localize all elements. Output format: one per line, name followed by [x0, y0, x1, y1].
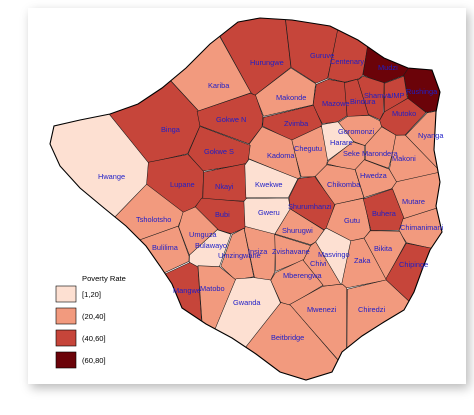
district-label-umzingwane: Umzingwane — [218, 251, 261, 260]
map-legend: Poverty Rate [1,20] (20,40] (40,60] (60,80] — [55, 274, 126, 369]
district-label-gokwe-s: Gokwe S — [204, 147, 234, 156]
district-label-mazowe: Mazowe — [322, 99, 350, 108]
district-label-bulawayo: Bulawayo — [195, 241, 227, 250]
district-label-beitbridge: Beitbridge — [271, 333, 304, 342]
legend-swatch-2 — [55, 307, 77, 325]
district-makonde — [254, 67, 316, 117]
district-label-matobo: Matobo — [200, 284, 225, 293]
district-label-mberengwa: Mberengwa — [283, 271, 323, 280]
district-label-centenary: Centenary — [330, 57, 364, 66]
district-label-shamva: Shamva — [364, 91, 392, 100]
district-label-insiza: Insiza — [248, 247, 268, 256]
district-label-hurungwe: Hurungwe — [250, 58, 284, 67]
district-label-kadoma: Kadoma — [267, 151, 295, 160]
district-label-zvimba: Zvimba — [284, 119, 309, 128]
legend-swatch-3 — [55, 329, 77, 347]
district-label-buhera: Buhera — [372, 209, 397, 218]
district-label-chipinge: Chipinge — [399, 260, 428, 269]
district-label-harare: Harare — [330, 138, 353, 147]
district-label-gwanda: Gwanda — [233, 298, 261, 307]
district-shamva — [357, 75, 385, 121]
district-label-chiredzi: Chiredzi — [358, 305, 385, 314]
legend-swatch-1 — [55, 285, 77, 303]
district-label-nkayi: Nkayi — [215, 182, 234, 191]
district-bikita — [363, 230, 407, 280]
district-label-nyanga: Nyanga — [418, 131, 444, 140]
district-label-gweru: Gweru — [258, 208, 280, 217]
district-label-bulilima: Bulilima — [152, 243, 179, 252]
district-label-mutare: Mutare — [402, 197, 425, 206]
district-label-marondera: Marondera — [362, 149, 399, 158]
district-label-bindura: Bindura — [350, 97, 376, 106]
district-label-hwange: Hwange — [98, 172, 125, 181]
district-label-gokwe-n: Gokwe N — [216, 115, 246, 124]
district-label-chimanimani: Chimanimani — [400, 223, 443, 232]
district-guruve — [284, 18, 343, 84]
legend-swatch-4 — [55, 351, 77, 369]
district-label-binga: Binga — [161, 125, 181, 134]
legend-label-4: (60,80] — [82, 356, 106, 365]
district-goromonzi — [337, 115, 383, 147]
district-kwekwe — [244, 158, 299, 199]
district-label-makoni: Makoni — [392, 154, 416, 163]
district-label-gutu: Gutu — [344, 216, 360, 225]
district-label-goromonzi: Goromonzi — [338, 127, 375, 136]
district-label-zvishavane: Zvishavane — [272, 247, 310, 256]
district-label-bubi: Bubi — [215, 210, 230, 219]
district-label-tsholotsho: Tsholotsho — [136, 215, 171, 224]
legend-label-2: (20,40] — [82, 312, 106, 321]
district-marondera — [364, 126, 398, 169]
district-label-rushinga: Rushinga — [406, 87, 438, 96]
district-label-chikomba: Chikomba — [327, 180, 361, 189]
district-label-mudzi: Mudzi — [378, 63, 398, 72]
legend-title: Poverty Rate — [82, 274, 126, 283]
district-label-mutoko: Mutoko — [392, 109, 416, 118]
district-label-hwedza: Hwedza — [360, 171, 388, 180]
district-rushinga — [403, 18, 442, 113]
district-label-guruve: Guruve — [310, 51, 334, 60]
district-label-seke: Seke — [343, 149, 360, 158]
district-label-shurugwi: Shurugwi — [282, 226, 313, 235]
district-label-shurumhanzi: Shurumhanzi — [288, 202, 332, 211]
legend-label-1: [1,20] — [82, 290, 101, 299]
country-outline — [49, 17, 443, 381]
legend-label-3: (40,60] — [82, 334, 106, 343]
district-label-chivi: Chivi — [310, 259, 327, 268]
district-label-kwekwe: Kwekwe — [255, 180, 283, 189]
district-label-kariba: Kariba — [208, 81, 230, 90]
district-label-lupane: Lupane — [170, 180, 195, 189]
district-label-ump: UMP — [388, 91, 404, 100]
district-label-mwenezi: Mwenezi — [307, 305, 337, 314]
district-label-zaka: Zaka — [354, 256, 371, 265]
district-label-umguza: Umguza — [189, 230, 217, 239]
district-label-masvingo: Masvingo — [318, 250, 350, 259]
district-label-mangwe: Mangwe — [173, 286, 201, 295]
district-label-bikita: Bikita — [374, 244, 393, 253]
district-label-makonde: Makonde — [276, 93, 306, 102]
district-label-chegutu: Chegutu — [294, 144, 322, 153]
